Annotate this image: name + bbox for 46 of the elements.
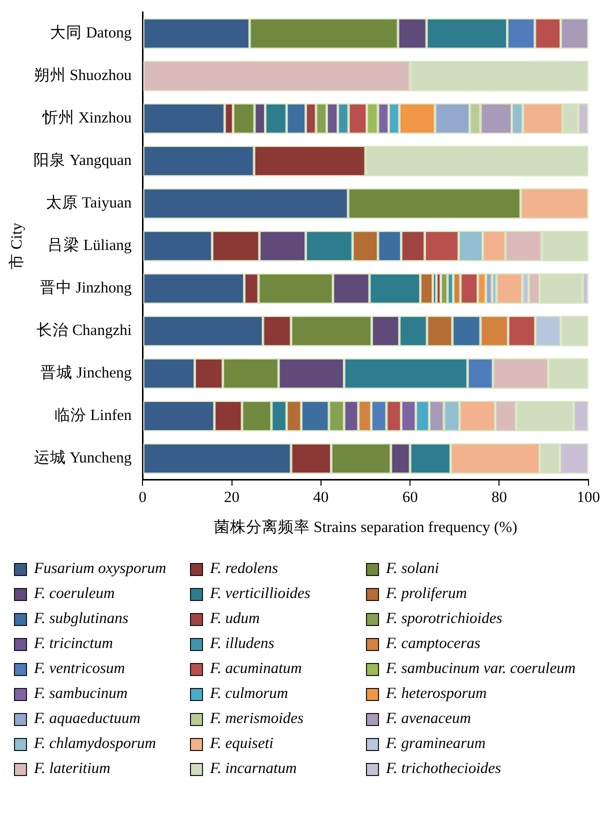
- y-tick-label: 吕梁 Lüliang: [48, 236, 132, 254]
- legend-label: F. heterosporum: [386, 685, 487, 703]
- x-tick-label: 60: [402, 489, 418, 506]
- legend-label: F. camptoceras: [386, 635, 480, 653]
- x-tick-label: 100: [576, 489, 600, 506]
- y-tick-label: 大同 Datong: [50, 24, 132, 42]
- y-tick-label: 朔州 Shuozhou: [34, 66, 132, 84]
- legend-label: F. sporotrichioides: [386, 610, 502, 628]
- x-tick-label: 20: [224, 489, 240, 506]
- x-tick-label: 40: [313, 489, 329, 506]
- y-axis-title: 市 City: [7, 222, 26, 270]
- legend-label: F. trichothecioides: [386, 760, 502, 778]
- legend-label: F. chlamydosporum: [34, 735, 156, 753]
- legend-label: F. culmorum: [210, 685, 288, 703]
- legend-label: F. udum: [210, 610, 260, 628]
- legend-label: F. illudens: [210, 635, 274, 653]
- legend-label: Fusarium oxysporum: [34, 560, 166, 578]
- y-tick-label: 阳泉 Yangquan: [34, 152, 132, 170]
- y-tick-label: 忻州 Xinzhou: [41, 108, 132, 127]
- legend-label: F. graminearum: [386, 735, 486, 753]
- legend-label: F. lateritium: [34, 760, 110, 778]
- legend-label: F. tricinctum: [34, 635, 113, 653]
- legend-label: F. equiseti: [210, 735, 274, 753]
- y-tick-label: 晋中 Jinzhong: [40, 278, 132, 297]
- y-tick-label: 太原 Taiyuan: [46, 194, 132, 212]
- y-tick-label: 晋城 Jincheng: [40, 364, 132, 382]
- legend-label: F. sambucinum: [34, 685, 128, 703]
- y-tick-label: 临汾 Linfen: [54, 407, 132, 424]
- x-tick-label: 0: [138, 489, 147, 506]
- legend-label: F. acuminatum: [210, 660, 302, 678]
- y-tick-label: 运城 Yuncheng: [34, 448, 132, 467]
- x-tick-label: 80: [491, 489, 508, 506]
- legend-label: F. sambucinum var. coeruleum: [386, 660, 576, 678]
- legend-label: F. merismoides: [210, 710, 304, 728]
- y-tick-label: 长治 Changzhi: [36, 321, 132, 340]
- legend-label: F. redolens: [210, 560, 278, 578]
- legend-label: F. aquaeductuum: [34, 710, 140, 728]
- legend-label: F. verticillioides: [210, 585, 310, 603]
- legend-label: F. ventricosum: [34, 660, 125, 678]
- x-axis-title: 菌株分离频率 Strains separation frequency (%): [214, 518, 518, 536]
- legend-label: F. coeruleum: [34, 585, 115, 603]
- legend-label: F. solani: [386, 560, 440, 578]
- legend-label: F. incarnatum: [210, 760, 297, 778]
- legend-label: F. proliferum: [386, 585, 467, 603]
- legend-label: F. subglutinans: [34, 610, 128, 628]
- legend-label: F. avenaceum: [386, 710, 471, 728]
